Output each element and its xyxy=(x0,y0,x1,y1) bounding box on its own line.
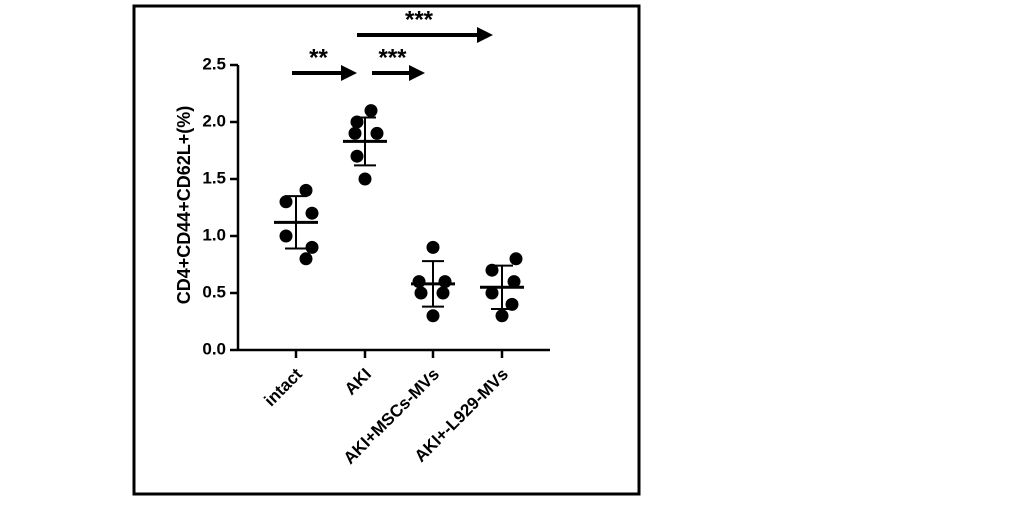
data-point xyxy=(414,286,428,300)
data-point xyxy=(305,240,319,254)
y-axis-label: CD4+CD44+CD62L+(%) xyxy=(174,106,194,305)
data-point xyxy=(438,275,452,289)
data-point xyxy=(436,286,450,300)
frame xyxy=(132,4,641,496)
data-point xyxy=(485,263,499,277)
data-point xyxy=(279,195,293,209)
data-point xyxy=(505,297,519,311)
data-point xyxy=(426,309,440,323)
data-point xyxy=(495,309,509,323)
y-tick-label: 1.5 xyxy=(202,168,226,187)
annotation: *** xyxy=(378,44,407,71)
y-tick-label: 1.0 xyxy=(202,225,226,244)
data-point xyxy=(350,149,364,163)
data-point xyxy=(485,286,499,300)
y-tick-label: 2.5 xyxy=(202,54,226,73)
data-point xyxy=(305,206,319,220)
arrow-head xyxy=(409,65,425,81)
data-point xyxy=(350,115,364,129)
arrow-head xyxy=(341,65,357,81)
data-point xyxy=(507,275,521,289)
x-tick-label: intact xyxy=(261,364,307,410)
data-point xyxy=(370,126,384,140)
data-point xyxy=(509,252,523,266)
x-tick-label: AKI xyxy=(341,365,375,399)
arrow-head xyxy=(477,27,493,43)
data-point xyxy=(299,183,313,197)
annotation: *** xyxy=(405,6,434,33)
data-point xyxy=(299,252,313,266)
data-point xyxy=(348,126,362,140)
data-point xyxy=(279,229,293,243)
y-tick-label: 2.0 xyxy=(202,111,226,130)
y-tick-label: 0.5 xyxy=(202,282,226,301)
data-point xyxy=(364,104,378,118)
data-point xyxy=(426,240,440,254)
y-tick-label: 0.0 xyxy=(202,339,226,358)
data-point xyxy=(412,275,426,289)
annotation: ** xyxy=(309,44,328,71)
data-point xyxy=(358,172,372,186)
